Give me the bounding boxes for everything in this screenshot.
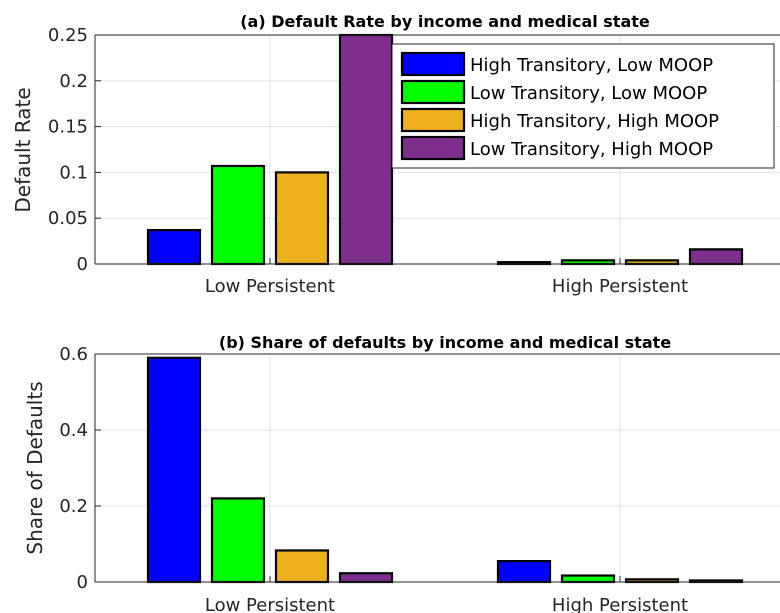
y-ticks-a: 0 0.05 0.1 0.15 0.2 0.25 xyxy=(48,25,88,275)
legend: High Transitory, Low MOOP Low Transitory,… xyxy=(391,43,775,169)
legend-swatch-3 xyxy=(400,135,466,161)
axes-a xyxy=(94,34,780,265)
y-tick-label: 0.2 xyxy=(59,71,88,92)
y-tick-label: 0.2 xyxy=(59,496,88,517)
bar-series-3-high-persistent xyxy=(688,248,744,266)
y-tick-label: 0.15 xyxy=(48,117,88,138)
bars-b xyxy=(146,356,744,584)
x-tick-label: Low Persistent xyxy=(205,276,335,297)
chart-title-b: (b) Share of defaults by income and medi… xyxy=(219,333,671,352)
y-tick-label: 0.6 xyxy=(59,344,88,365)
chart-title-a: (a) Default Rate by income and medical s… xyxy=(240,12,650,31)
bar-series-0-high-persistent xyxy=(496,559,552,584)
legend-entry-3: Low Transitory, High MOOP xyxy=(470,139,713,160)
legend-swatch-2 xyxy=(400,107,466,133)
x-ticks-a: Low Persistent High Persistent xyxy=(205,276,688,297)
panel-b: (b) Share of defaults by income and medi… xyxy=(23,333,780,613)
y-axis-label-b: Share of Defaults xyxy=(23,381,47,554)
legend-swatch-0 xyxy=(400,51,466,77)
bar-series-2-high-persistent xyxy=(624,259,680,266)
axes-b xyxy=(94,353,780,583)
y-tick-label: 0.4 xyxy=(59,420,88,441)
x-tick-label: High Persistent xyxy=(552,595,688,613)
bar-series-1-low-persistent xyxy=(210,497,266,584)
y-tick-label: 0.25 xyxy=(48,25,88,46)
bar-series-2-low-persistent xyxy=(274,549,330,584)
bar-series-3-low-persistent xyxy=(338,572,394,584)
legend-entry-0: High Transitory, Low MOOP xyxy=(470,55,713,76)
y-tick-label: 0 xyxy=(77,572,88,593)
y-tick-label: 0.05 xyxy=(48,208,88,229)
legend-swatch-1 xyxy=(400,79,466,105)
bars-a xyxy=(146,33,744,266)
bar-series-1-high-persistent xyxy=(560,574,616,584)
y-ticks-b: 0 0.2 0.4 0.6 xyxy=(59,344,88,593)
x-tick-label: Low Persistent xyxy=(205,595,335,613)
bar-series-1-high-persistent xyxy=(560,259,616,266)
bar-series-0-low-persistent xyxy=(146,229,202,266)
y-tick-label: 0.1 xyxy=(59,162,88,183)
y-tick-label: 0 xyxy=(77,254,88,275)
x-tick-label: High Persistent xyxy=(552,276,688,297)
bar-series-3-low-persistent xyxy=(338,33,394,266)
y-axis-label-a: Default Rate xyxy=(11,87,35,212)
x-ticks-b: Low Persistent High Persistent xyxy=(205,595,688,613)
bar-series-1-low-persistent xyxy=(210,164,266,266)
legend-entry-2: High Transitory, High MOOP xyxy=(470,111,719,132)
legend-entry-1: Low Transitory, Low MOOP xyxy=(470,83,707,104)
panel-a: (a) Default Rate by income and medical s… xyxy=(11,12,780,297)
bar-series-0-low-persistent xyxy=(146,356,202,584)
bar-series-2-low-persistent xyxy=(274,171,330,266)
